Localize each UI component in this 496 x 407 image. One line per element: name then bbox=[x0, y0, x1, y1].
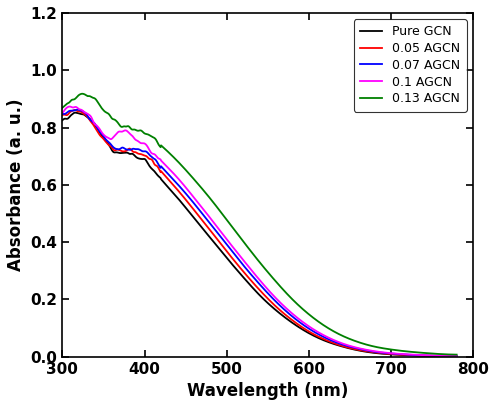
Pure GCN bbox=[219, 250, 225, 255]
0.07 AGCN bbox=[374, 350, 380, 354]
0.13 AGCN bbox=[219, 212, 225, 217]
0.1 AGCN bbox=[100, 131, 106, 136]
0.13 AGCN bbox=[60, 105, 65, 110]
0.07 AGCN bbox=[234, 254, 240, 259]
X-axis label: Wavelength (nm): Wavelength (nm) bbox=[187, 382, 348, 400]
Pure GCN bbox=[72, 110, 78, 115]
Pure GCN bbox=[234, 267, 240, 272]
0.1 AGCN bbox=[367, 348, 373, 353]
Line: 0.05 AGCN: 0.05 AGCN bbox=[62, 110, 457, 357]
0.13 AGCN bbox=[330, 329, 336, 334]
Pure GCN bbox=[100, 134, 106, 139]
Line: 0.13 AGCN: 0.13 AGCN bbox=[62, 94, 457, 354]
Pure GCN bbox=[367, 350, 373, 355]
Pure GCN bbox=[60, 118, 65, 123]
0.07 AGCN bbox=[60, 112, 65, 116]
0.13 AGCN bbox=[100, 107, 106, 112]
Pure GCN bbox=[454, 354, 460, 359]
0.05 AGCN bbox=[219, 243, 225, 248]
0.1 AGCN bbox=[330, 337, 336, 342]
0.05 AGCN bbox=[100, 136, 106, 141]
0.07 AGCN bbox=[100, 133, 106, 138]
0.05 AGCN bbox=[234, 261, 240, 266]
0.13 AGCN bbox=[234, 230, 240, 235]
Legend: Pure GCN, 0.05 AGCN, 0.07 AGCN, 0.1 AGCN, 0.13 AGCN: Pure GCN, 0.05 AGCN, 0.07 AGCN, 0.1 AGCN… bbox=[354, 19, 467, 112]
Pure GCN bbox=[374, 351, 380, 356]
Y-axis label: Absorbance (a. u.): Absorbance (a. u.) bbox=[7, 98, 25, 271]
0.05 AGCN bbox=[60, 113, 65, 118]
0.07 AGCN bbox=[219, 236, 225, 241]
0.07 AGCN bbox=[330, 339, 336, 344]
0.1 AGCN bbox=[234, 249, 240, 254]
Pure GCN bbox=[330, 341, 336, 346]
0.05 AGCN bbox=[71, 107, 77, 112]
0.13 AGCN bbox=[374, 345, 380, 350]
0.07 AGCN bbox=[367, 349, 373, 354]
Line: 0.1 AGCN: 0.1 AGCN bbox=[62, 107, 457, 356]
0.13 AGCN bbox=[454, 352, 460, 357]
0.05 AGCN bbox=[367, 349, 373, 354]
0.05 AGCN bbox=[454, 354, 460, 359]
0.13 AGCN bbox=[79, 91, 85, 96]
0.13 AGCN bbox=[367, 343, 373, 348]
Line: 0.07 AGCN: 0.07 AGCN bbox=[62, 109, 457, 356]
0.05 AGCN bbox=[374, 350, 380, 355]
0.1 AGCN bbox=[219, 231, 225, 236]
0.07 AGCN bbox=[74, 107, 80, 112]
0.1 AGCN bbox=[454, 354, 460, 359]
0.1 AGCN bbox=[60, 110, 65, 115]
Line: Pure GCN: Pure GCN bbox=[62, 113, 457, 357]
0.1 AGCN bbox=[374, 349, 380, 354]
0.05 AGCN bbox=[330, 341, 336, 346]
0.1 AGCN bbox=[67, 104, 73, 109]
0.07 AGCN bbox=[454, 354, 460, 359]
